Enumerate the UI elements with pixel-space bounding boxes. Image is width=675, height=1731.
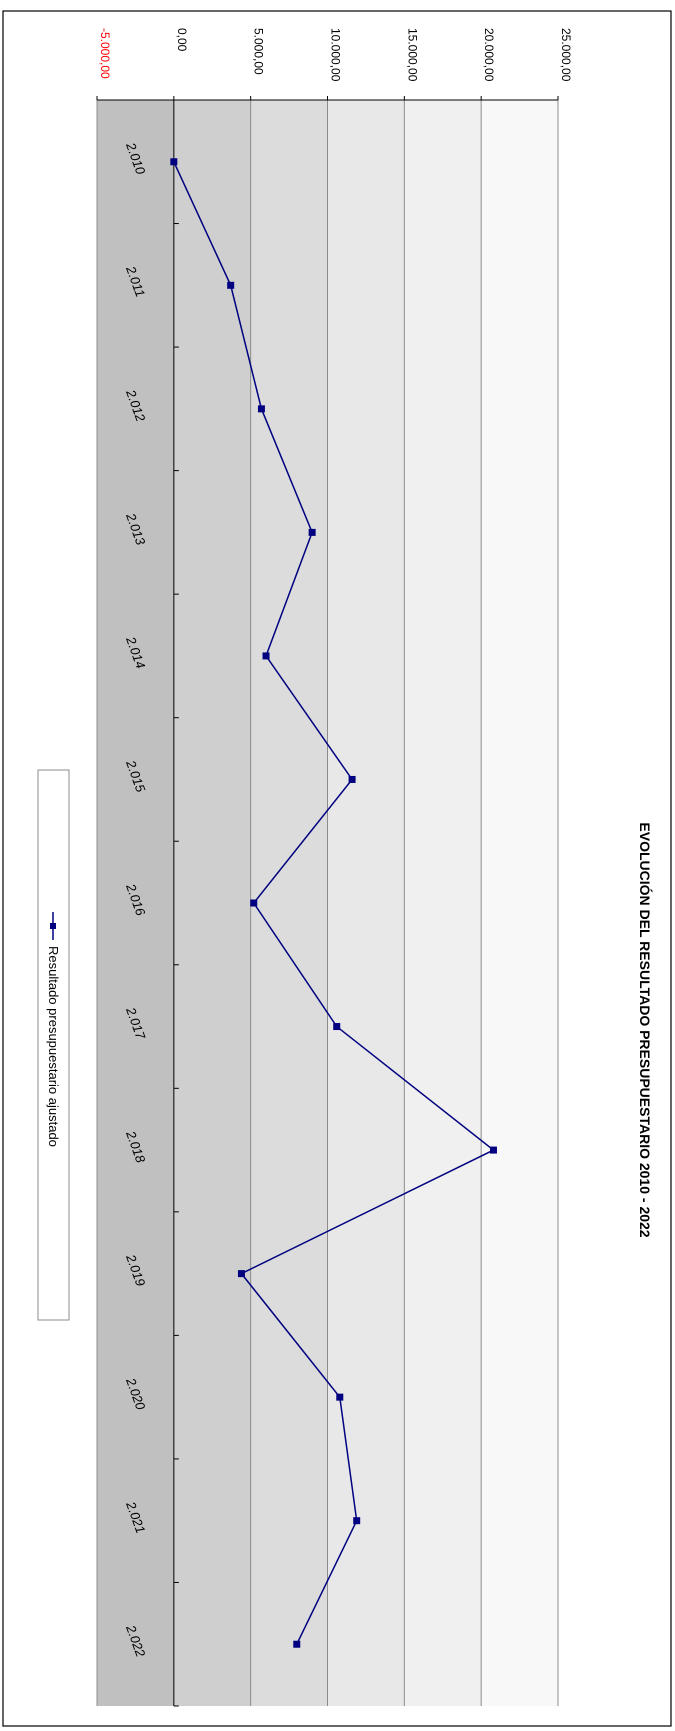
value-tick-label: -5.000,00 (98, 28, 112, 79)
background-band (97, 100, 174, 1706)
data-point (293, 1640, 301, 1648)
data-point (257, 405, 265, 413)
data-point (237, 1270, 245, 1278)
legend-label: Resultado presupuestario ajustado (46, 946, 61, 1147)
gridlines (96, 100, 559, 1706)
background-band (404, 100, 482, 1706)
data-point (227, 281, 235, 289)
chart-title: EVOLUCIÓN DEL RESULTADO PRESUPUESTARIO 2… (637, 822, 654, 1237)
value-tick-label: 25.000,00 (559, 28, 573, 82)
background-band (173, 100, 251, 1706)
series-group (170, 158, 497, 1648)
data-point (333, 1023, 341, 1031)
data-point (336, 1393, 344, 1401)
background-band (250, 100, 328, 1706)
background-band (327, 100, 405, 1706)
legend: Resultado presupuestario ajustado (37, 769, 70, 1321)
data-point (170, 158, 178, 166)
data-point (353, 1517, 361, 1525)
data-point (348, 775, 356, 783)
axes (96, 96, 559, 1707)
value-tick-label: 10.000,00 (329, 28, 343, 82)
value-axis-labels: -5.000,00 0,00 5.000,00 10.000,00 15.000,00 2… (98, 28, 573, 82)
background-bands (97, 100, 558, 1706)
data-point (262, 652, 270, 660)
data-point (250, 899, 258, 907)
value-tick-label: 20.000,00 (482, 28, 496, 82)
background-band (481, 100, 558, 1706)
data-point (489, 1146, 497, 1154)
legend-marker-swatch (50, 923, 56, 929)
data-point (308, 528, 316, 536)
value-tick-label: 15.000,00 (405, 28, 419, 82)
value-tick-label: 5.000,00 (252, 28, 266, 75)
value-tick-label: 0,00 (175, 28, 189, 52)
legend-box (37, 769, 70, 1321)
